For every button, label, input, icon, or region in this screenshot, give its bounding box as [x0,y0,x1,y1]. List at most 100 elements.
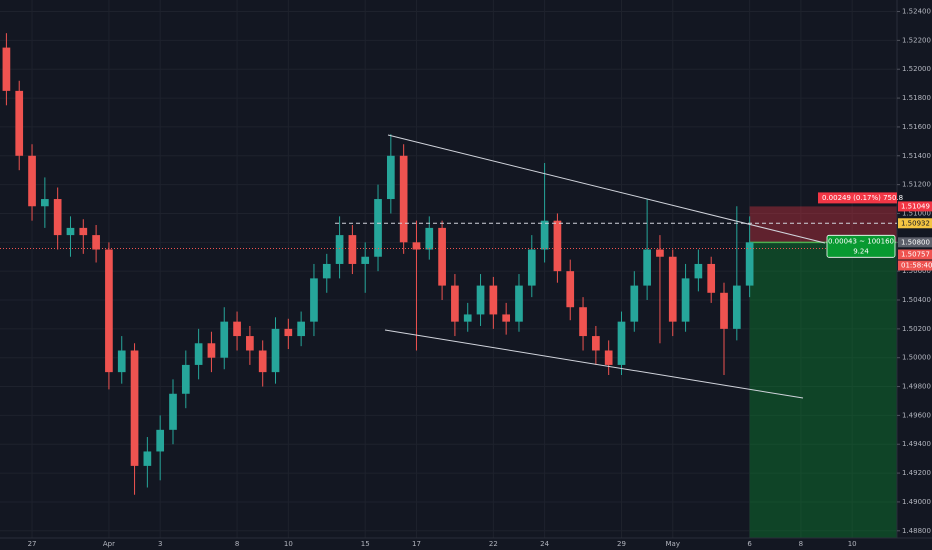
x-tick-label: 15 [361,540,370,548]
candle-body [374,199,382,257]
candle-body [41,199,49,207]
y-tick-label: 1.51800 [902,94,931,102]
y-tick-label: 1.52200 [902,36,931,44]
price-label-box [898,237,932,248]
y-tick-label: 1.49000 [902,498,931,506]
candle-body [194,343,203,365]
y-tick-label: 1.50000 [902,354,931,362]
candle-body [553,220,562,272]
candle-body [681,278,690,322]
target-zone [749,242,897,539]
price-label-box [898,249,932,260]
candle-body [271,328,280,373]
candle-body [310,278,318,322]
candle-body [335,235,344,264]
candle-body [476,285,485,315]
candle-body [322,263,331,279]
candle-body [527,249,536,286]
candle-body [15,90,24,156]
candle-body [502,314,511,322]
candle-body [604,350,613,365]
candle-body [284,328,293,337]
candle-body [53,199,62,236]
stop-label-box [818,192,897,204]
y-tick-label: 1.50200 [902,325,931,333]
countdown-box [898,260,932,271]
candle-body [540,220,549,250]
y-tick-label: 1.51200 [902,181,931,189]
price-label-box [898,201,932,212]
candle-body [92,235,100,250]
upper-trendline [387,134,826,244]
candle-body [258,350,267,373]
candle-body [130,350,139,466]
candle-body [169,393,177,430]
candle-body [156,429,165,452]
lower-trendline [384,329,804,399]
candle-body [79,227,88,236]
candle-body [181,364,190,394]
x-tick-label: 17 [412,540,421,548]
candle-body [617,321,626,365]
x-tick-label: 27 [28,540,37,548]
price-label: 1.50757 [901,251,930,259]
candle-body [579,307,587,337]
y-tick-label: 1.51000 [902,209,931,217]
x-tick-label: 8 [235,540,239,548]
x-tick-label: 3 [158,540,162,548]
candle-body [515,285,523,322]
y-tick-label: 1.52000 [902,65,931,73]
x-tick-label: Apr [103,540,115,548]
x-tick-label: 8 [799,540,803,548]
candle-body [386,155,395,200]
candle-body [28,155,36,207]
price-label-box [898,218,932,229]
x-tick-label: 10 [848,540,857,548]
target-label-box [826,234,896,258]
candle-body [592,336,600,351]
candle-body [412,242,421,250]
price-label: 1.50800 [901,238,930,246]
candle-body [220,321,229,358]
y-tick-label: 1.49600 [902,411,931,419]
x-tick-label: 24 [540,540,549,548]
countdown: 01:58:40 [901,262,932,270]
candle-body [246,336,254,351]
candle-body [745,242,754,286]
candle-body [656,249,664,257]
target-label: 9.24 [853,247,869,255]
candle-body [105,249,113,373]
candle-body [425,227,434,250]
candle-body [707,263,716,293]
y-tick-label: 1.50400 [902,296,931,304]
candle-body [489,285,498,315]
candle-body [720,292,728,329]
candle-body [668,256,677,322]
y-tick-label: 1.50600 [902,267,931,275]
candle-body [297,321,305,337]
candle-body [732,285,741,329]
candle-body [66,227,75,236]
candle-body [463,314,472,322]
candle-body [348,235,357,264]
candle-body [117,350,126,373]
candle-body [438,227,446,286]
candle-body [694,263,703,279]
candle-body [630,285,639,322]
price-label: 1.51049 [901,202,930,210]
candle-body [643,249,651,286]
y-tick-label: 1.52400 [902,8,931,16]
y-tick-label: 1.48800 [902,527,931,535]
candle-body [207,343,216,358]
candle-body [399,155,408,243]
candle-body [361,256,370,264]
price-label: 1.50932 [901,219,930,227]
candle-body [233,321,241,337]
y-tick-label: 1.49800 [902,383,931,391]
candle-body [143,451,152,466]
x-tick-label: May [666,540,680,548]
x-tick-label: 22 [489,540,498,548]
y-tick-label: 1.51400 [902,152,931,160]
